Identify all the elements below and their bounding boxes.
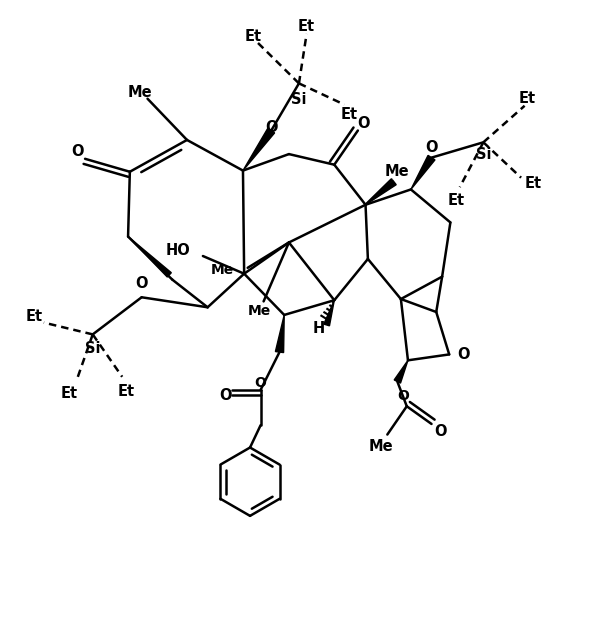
Polygon shape xyxy=(411,155,435,190)
Text: Me: Me xyxy=(211,263,234,276)
Text: O: O xyxy=(434,424,446,439)
Text: Si: Si xyxy=(85,341,101,356)
Text: Et: Et xyxy=(525,176,542,191)
Text: Et: Et xyxy=(118,384,135,399)
Text: HO: HO xyxy=(165,243,190,258)
Text: Et: Et xyxy=(60,386,78,401)
Text: Me: Me xyxy=(248,304,271,318)
Text: H: H xyxy=(312,321,324,336)
Text: Me: Me xyxy=(127,85,152,100)
Text: Et: Et xyxy=(448,193,465,208)
Text: O: O xyxy=(358,116,370,131)
Text: O: O xyxy=(72,144,84,159)
Polygon shape xyxy=(243,128,275,170)
Text: O: O xyxy=(265,120,278,135)
Text: Et: Et xyxy=(298,19,315,34)
Text: O: O xyxy=(397,389,409,402)
Polygon shape xyxy=(365,180,396,205)
Text: Me: Me xyxy=(385,164,410,179)
Polygon shape xyxy=(128,236,171,277)
Text: O: O xyxy=(219,388,231,403)
Text: Et: Et xyxy=(25,310,43,324)
Text: Si: Si xyxy=(475,147,491,162)
Text: O: O xyxy=(458,347,470,362)
Polygon shape xyxy=(394,360,408,383)
Text: Me: Me xyxy=(369,439,394,454)
Text: Et: Et xyxy=(245,29,262,44)
Text: O: O xyxy=(136,276,148,291)
Text: O: O xyxy=(425,140,437,155)
Text: Et: Et xyxy=(519,91,536,106)
Polygon shape xyxy=(275,315,284,353)
Text: Si: Si xyxy=(291,92,307,107)
Polygon shape xyxy=(324,300,334,326)
Text: Et: Et xyxy=(340,107,358,122)
Text: O: O xyxy=(255,376,266,390)
